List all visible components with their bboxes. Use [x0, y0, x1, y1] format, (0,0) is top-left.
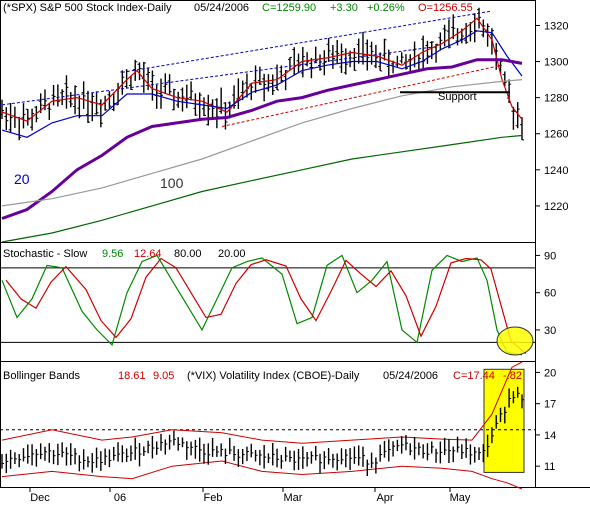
bollinger-upper-band [1, 361, 523, 444]
vix-date: 05/24/2006 [383, 370, 438, 382]
vix-symbol: (*VIX) Volatility Index (CBOE)-Daily [187, 370, 360, 382]
trendline-0 [1, 46, 433, 106]
x-tick-label: Apr [376, 492, 393, 504]
x-tick-label: Feb [204, 492, 223, 504]
line-ma10 [1, 17, 523, 122]
bollinger-lower-band [1, 460, 523, 490]
stoch-upper-value: 80.00 [174, 248, 202, 260]
price-header-open: O=1256.55 [418, 2, 473, 14]
x-tick-label: Mar [284, 492, 303, 504]
stoch-lower-value: 20.00 [218, 248, 246, 260]
vix-close: C=17.44 [453, 370, 495, 382]
line-stoch-d [5, 257, 527, 354]
vix-bb-width: 9.05 [153, 370, 174, 382]
stoch-title: Stochastic - Slow [3, 248, 87, 260]
line-ma200 [1, 134, 523, 243]
line-ma20 [1, 30, 523, 138]
ma100-annotation: 100 [160, 175, 184, 191]
price-y-tick-label: 1280 [544, 93, 568, 105]
trendline-2 [221, 64, 503, 127]
price-y-tick-label: 1220 [544, 201, 568, 213]
trendline-1 [121, 10, 493, 73]
ma20-annotation: 20 [14, 171, 30, 187]
stoch-y-tick-label: 30 [544, 325, 556, 337]
x-tick-label: Dec [30, 492, 50, 504]
price-y-tick-label: 1240 [544, 165, 568, 177]
stoch-k-value: 9.56 [102, 248, 123, 260]
stoch-y-tick-label: 90 [544, 250, 556, 262]
price-header-symbol: (*SPX) S&P 500 Stock Index-Daily [3, 2, 172, 14]
price-header-change: +3.30 [330, 2, 358, 14]
oversold-highlight-circle [496, 326, 534, 356]
vix-change: -.82 [503, 370, 522, 382]
vix-y-tick-label: 20 [544, 367, 556, 379]
price-y-tick-label: 1320 [544, 20, 568, 32]
vix-bb-period: 18.61 [118, 370, 146, 382]
price-header-date: 05/24/2006 [194, 2, 249, 14]
line-ma50 [1, 58, 523, 220]
vix-y-tick-label: 17 [544, 399, 556, 411]
vix-y-tick-label: 11 [544, 461, 555, 473]
stoch-y-tick-label: 60 [544, 288, 556, 300]
price-header-pct: +0.26% [367, 2, 405, 14]
line-ma100 [1, 79, 523, 207]
line-stoch-k [1, 254, 523, 356]
price-panel [0, 0, 536, 243]
vix-bb-title: Bollinger Bands [3, 370, 81, 382]
support-annotation: Support [438, 91, 477, 103]
price-header-close: C=1259.90 [262, 2, 316, 14]
x-tick-label: May [450, 492, 471, 504]
x-tick-label: 06 [114, 492, 126, 504]
price-y-tick-label: 1260 [544, 129, 568, 141]
stoch-d-value: 12.64 [134, 248, 162, 260]
vix-y-tick-label: 14 [544, 430, 556, 442]
price-y-tick-label: 1300 [544, 57, 568, 69]
